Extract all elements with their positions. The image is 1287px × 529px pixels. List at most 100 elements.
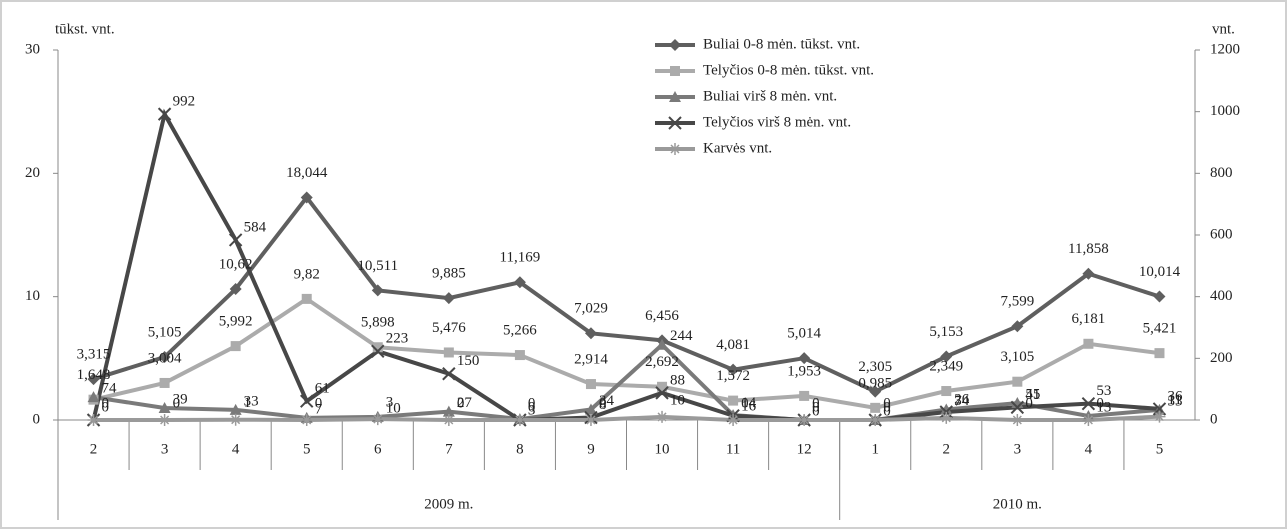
x-tick-label: 2 bbox=[90, 441, 98, 457]
data-label: 14 bbox=[741, 395, 757, 411]
point bbox=[372, 342, 383, 353]
point bbox=[230, 341, 241, 352]
data-label: 0 bbox=[599, 395, 607, 411]
point bbox=[870, 402, 881, 413]
x-tick-label: 12 bbox=[797, 441, 812, 457]
point bbox=[87, 391, 100, 403]
data-label: 88 bbox=[670, 372, 685, 388]
data-label: 1,572 bbox=[716, 368, 750, 384]
data-label: 0 bbox=[812, 395, 820, 411]
series-line bbox=[92, 194, 1161, 394]
data-label: 10,014 bbox=[1139, 264, 1181, 280]
data-label: 0 bbox=[883, 395, 891, 411]
legend-marker bbox=[669, 143, 681, 155]
data-label: 1,648 bbox=[77, 367, 111, 383]
x-tick-label: 1 bbox=[871, 441, 879, 457]
point bbox=[371, 344, 385, 358]
data-label: 0 bbox=[173, 395, 181, 411]
point bbox=[1081, 396, 1096, 411]
data-label: 3 bbox=[528, 403, 536, 419]
y-tick-label: 0 bbox=[33, 411, 41, 427]
data-label: 2,914 bbox=[574, 351, 608, 367]
x-tick-label: 10 bbox=[655, 441, 670, 457]
point bbox=[1011, 414, 1024, 426]
x-tick-label: 11 bbox=[726, 441, 740, 457]
data-label: 10 bbox=[386, 400, 401, 416]
data-label: 2,305 bbox=[858, 359, 892, 375]
point bbox=[941, 386, 952, 397]
data-label: 0 bbox=[741, 395, 749, 411]
data-label: 11,858 bbox=[1068, 241, 1109, 257]
point bbox=[442, 367, 456, 381]
x-tick-label: 7 bbox=[445, 441, 453, 457]
point bbox=[584, 327, 597, 340]
point bbox=[159, 377, 170, 388]
data-label: 1,953 bbox=[787, 363, 821, 379]
group-label: 2010 m. bbox=[993, 496, 1042, 512]
data-label: 223 bbox=[386, 331, 409, 347]
point bbox=[87, 373, 100, 386]
data-label: 34 bbox=[599, 393, 615, 409]
data-label: 150 bbox=[457, 353, 480, 369]
data-label: 5,992 bbox=[219, 314, 253, 330]
x-tick-label: 3 bbox=[1014, 441, 1022, 457]
data-label: 5,266 bbox=[503, 322, 537, 338]
point bbox=[443, 347, 454, 358]
point bbox=[513, 414, 526, 426]
data-label: 13 bbox=[1096, 399, 1111, 415]
data-label: 0 bbox=[1025, 395, 1033, 411]
data-label: 0,985 bbox=[858, 375, 892, 391]
legend-label: Karvės vnt. bbox=[703, 140, 772, 156]
point bbox=[371, 284, 384, 297]
series-line bbox=[91, 108, 1160, 423]
point bbox=[1154, 348, 1165, 359]
data-label: 6,456 bbox=[645, 308, 679, 324]
legend-label: Telyčios virš 8 mėn. vnt. bbox=[703, 114, 851, 130]
point bbox=[300, 414, 313, 426]
point bbox=[158, 351, 171, 364]
point bbox=[798, 414, 811, 426]
point bbox=[1011, 320, 1024, 333]
legend-marker bbox=[668, 116, 682, 130]
y2-tick-label: 400 bbox=[1210, 288, 1233, 304]
point bbox=[229, 413, 242, 426]
y2-tick-label: 0 bbox=[1210, 411, 1218, 427]
y2-tick-label: 600 bbox=[1210, 226, 1233, 242]
point bbox=[1012, 376, 1023, 387]
data-label: 0 bbox=[1096, 395, 1104, 411]
data-label: 18,044 bbox=[286, 165, 328, 181]
group-label: 2009 m. bbox=[424, 496, 473, 512]
x-tick-label: 4 bbox=[1085, 441, 1093, 457]
data-label: 5,476 bbox=[432, 320, 466, 336]
data-label: 11 bbox=[1167, 392, 1181, 408]
point bbox=[300, 191, 313, 204]
point bbox=[514, 350, 525, 361]
y-tick-label: 10 bbox=[25, 288, 40, 304]
y-tick-label: 20 bbox=[25, 165, 40, 181]
data-label: 7 bbox=[315, 401, 323, 417]
data-label: 33 bbox=[244, 393, 259, 409]
y2-axis-label: vnt. bbox=[1212, 21, 1235, 37]
x-tick-label: 5 bbox=[1156, 441, 1164, 457]
legend-label: Telyčios 0-8 mėn. tūkst. vnt. bbox=[703, 62, 874, 78]
point bbox=[228, 233, 243, 247]
point bbox=[940, 350, 953, 363]
point bbox=[728, 395, 739, 406]
data-label: 0 bbox=[883, 399, 891, 415]
point bbox=[798, 352, 811, 365]
point bbox=[656, 410, 669, 423]
point bbox=[869, 385, 882, 398]
point bbox=[940, 403, 953, 415]
y-tick-label: 30 bbox=[25, 41, 40, 57]
data-label: 2,692 bbox=[645, 354, 679, 370]
data-label: 8 bbox=[599, 397, 607, 413]
point bbox=[1082, 267, 1095, 280]
point bbox=[300, 394, 314, 408]
data-label: 244 bbox=[670, 328, 693, 344]
point bbox=[301, 293, 312, 304]
y2-tick-label: 1000 bbox=[1210, 103, 1240, 119]
data-label: 26 bbox=[954, 391, 970, 407]
data-label: 16 bbox=[741, 399, 757, 415]
data-label: 0 bbox=[102, 395, 110, 411]
